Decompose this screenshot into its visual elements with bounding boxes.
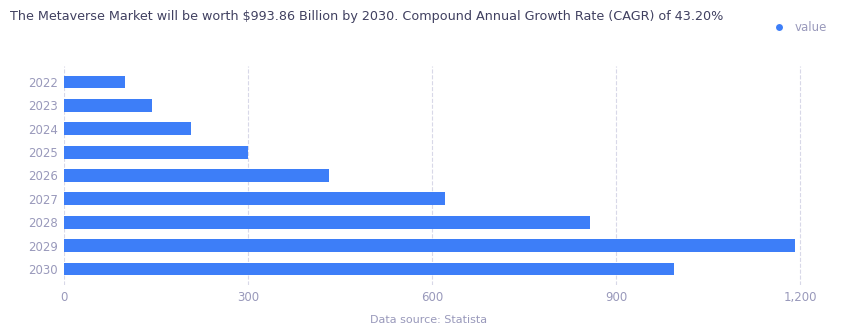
Bar	[64, 216, 590, 229]
Text: The Metaverse Market will be worth $993.86 Billion by 2030. Compound Annual Grow: The Metaverse Market will be worth $993.…	[10, 10, 723, 23]
Text: Data source: Statista: Data source: Statista	[363, 315, 487, 325]
Bar	[64, 122, 191, 135]
Bar	[64, 239, 796, 252]
Bar	[64, 193, 445, 205]
Bar	[64, 99, 152, 112]
Bar	[64, 169, 329, 182]
Bar	[64, 75, 125, 89]
Bar	[64, 146, 247, 158]
Legend: value: value	[762, 16, 831, 39]
Bar	[64, 262, 674, 276]
